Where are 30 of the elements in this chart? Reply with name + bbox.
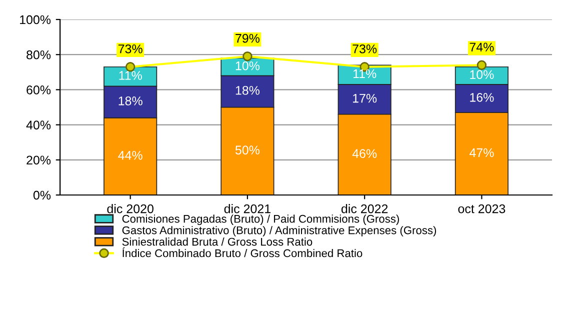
data-label: 17% [353, 94, 377, 103]
x-tick-label: dic 2021 [224, 204, 270, 214]
data-label: 74% [470, 42, 494, 52]
data-label: 73% [352, 44, 377, 54]
x-tick-label: dic 2022 [341, 204, 388, 214]
data-label: 16% [470, 92, 494, 102]
data-label: 10% [470, 70, 494, 80]
data-label: 18% [118, 96, 142, 106]
x-tick-label: oct 2023 [458, 204, 506, 214]
data-label: 79% [236, 34, 260, 43]
y-tick-label: 20% [26, 156, 51, 165]
legend-label: Siniestralidad Bruta / Gross Loss Ratio [122, 238, 312, 246]
data-label: 73% [118, 44, 142, 54]
y-tick-label: 60% [26, 86, 51, 94]
y-tick-label: 40% [26, 120, 51, 130]
data-label: 47% [469, 148, 494, 158]
data-label: 10% [236, 61, 260, 70]
legend-label: Índice Combinado Bruto / Gross Combined Ratio [122, 247, 362, 258]
data-label: 11% [353, 69, 376, 78]
legend-label: Comisiones Pagadas (Bruto) / Paid Commisions (Gross) [122, 214, 399, 225]
data-label: 18% [236, 86, 260, 95]
x-tick-label: dic 2020 [107, 204, 154, 214]
y-tick-label: 100% [20, 15, 51, 24]
y-tick-label: 80% [26, 50, 51, 60]
data-label: 11% [119, 71, 142, 80]
data-label: 44% [118, 150, 142, 160]
data-label: 46% [352, 149, 377, 158]
legend-label: Gastos Administrativo (Bruto) / Administrative Expenses (Gross) [122, 226, 436, 236]
data-label: 50% [235, 146, 260, 154]
y-tick-label: 0% [33, 190, 51, 200]
